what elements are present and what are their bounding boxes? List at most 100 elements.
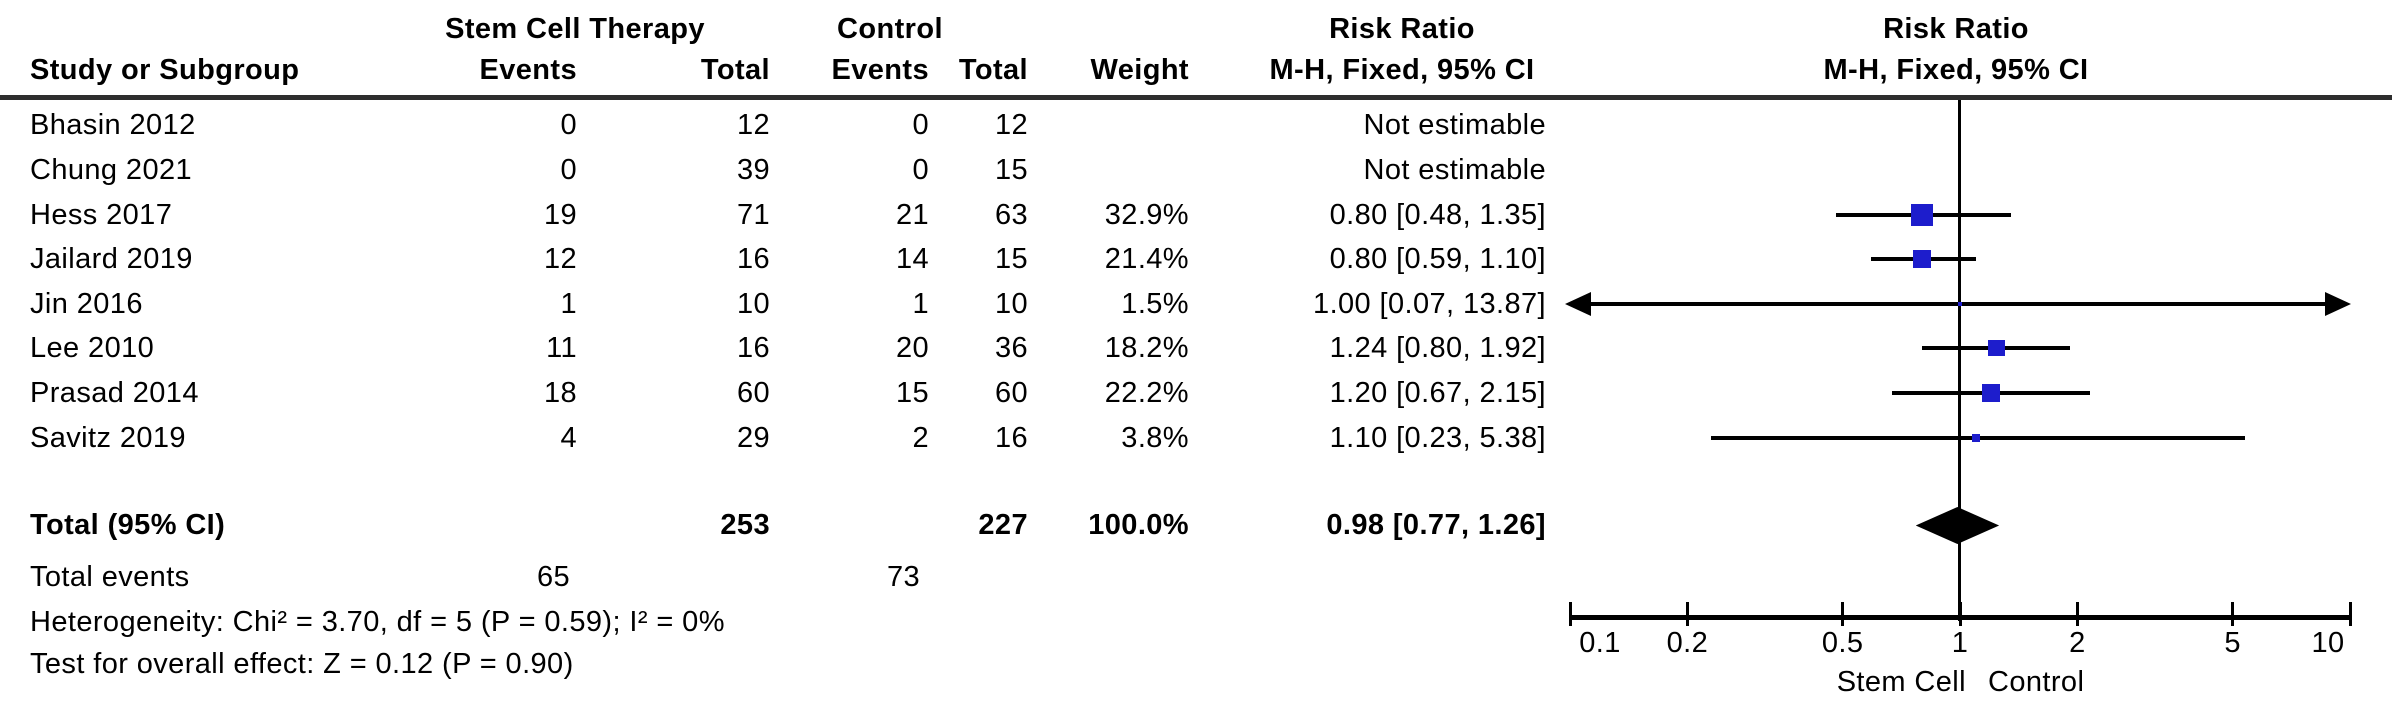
events-sct: 1 [560, 288, 577, 320]
events-control: 20 [895, 332, 929, 364]
total-control: 36 [994, 332, 1028, 364]
weight-value: 32.9% [1104, 199, 1189, 231]
total-control: 10 [994, 288, 1028, 320]
ci-arrow-right [2325, 292, 2351, 316]
axis-tick [1568, 602, 1572, 626]
study-name: Prasad 2014 [30, 377, 199, 409]
events-control: 0 [912, 154, 929, 186]
method-plot-header: M-H, Fixed, 95% CI [1823, 54, 2089, 86]
study-name: Savitz 2019 [30, 422, 186, 454]
header-rule [0, 95, 2392, 100]
events-sct: 12 [543, 243, 577, 275]
weight-value: 22.2% [1104, 377, 1189, 409]
study-name: Jin 2016 [30, 288, 143, 320]
events-sct: 0 [560, 109, 577, 141]
weight-value: 3.8% [1121, 422, 1189, 454]
study-name: Chung 2021 [30, 154, 193, 186]
risk-ratio-value: 0.80 [0.59, 1.10] [1329, 243, 1546, 275]
events1-col-header: Events [479, 54, 577, 86]
axis-tick-label: 2 [2069, 627, 2086, 659]
effect-square [1911, 204, 1934, 226]
weight-value: 21.4% [1104, 243, 1189, 275]
risk-ratio-value: Not estimable [1363, 109, 1546, 141]
events-control: 1 [912, 288, 929, 320]
total-sct: 16 [736, 332, 770, 364]
risk-ratio-value: 1.20 [0.67, 2.15] [1329, 377, 1546, 409]
axis-tick [1841, 602, 1845, 626]
risk-ratio-plot-header: Risk Ratio [1883, 13, 2029, 45]
total1-col-header: Total [700, 54, 770, 86]
effect-square [1913, 250, 1932, 268]
total2-col-header: Total [958, 54, 1028, 86]
total-row-rr: 0.98 [0.77, 1.26] [1326, 509, 1546, 541]
effect-square [1957, 301, 1963, 307]
events-sct: 18 [543, 377, 577, 409]
total-sct: 12 [736, 109, 770, 141]
events-sct: 4 [560, 422, 577, 454]
effect-square [1988, 339, 2005, 357]
events-control: 21 [895, 199, 929, 231]
total-row-weight: 100.0% [1088, 509, 1189, 541]
group1-header: Stem Cell Therapy [445, 13, 705, 45]
axis-tick-label: 10 [2311, 627, 2345, 659]
overall-effect-text: Test for overall effect: Z = 0.12 (P = 0… [30, 648, 574, 680]
total-sct: 10 [736, 288, 770, 320]
total-sct: 71 [736, 199, 770, 231]
axis-tick [1958, 602, 1962, 626]
study-name: Lee 2010 [30, 332, 155, 364]
total-row-total2: 227 [978, 509, 1028, 541]
study-name: Bhasin 2012 [30, 109, 196, 141]
total-control: 12 [994, 109, 1028, 141]
reference-line [1958, 100, 1961, 621]
total-events-tx: 65 [536, 561, 570, 593]
effect-square [1981, 383, 2000, 403]
risk-ratio-value: 1.10 [0.23, 5.38] [1329, 422, 1546, 454]
axis-tick-label: 0.5 [1821, 627, 1864, 659]
total-sct: 16 [736, 243, 770, 275]
total-sct: 29 [736, 422, 770, 454]
events-control: 0 [912, 109, 929, 141]
total-row-total1: 253 [720, 509, 770, 541]
weight-value: 18.2% [1104, 332, 1189, 364]
total-sct: 60 [736, 377, 770, 409]
axis-tick-label: 1 [1951, 627, 1969, 659]
events-sct: 19 [543, 199, 577, 231]
effect-square [1972, 434, 1980, 442]
axis-label-left: Stem Cell [1836, 666, 1966, 698]
total-diamond [1915, 507, 2000, 544]
events-control: 2 [912, 422, 929, 454]
study-name: Hess 2017 [30, 199, 173, 231]
events-control: 14 [895, 243, 929, 275]
axis-tick [2231, 602, 2235, 626]
axis-tick-label: 0.2 [1666, 627, 1709, 659]
heterogeneity-text: Heterogeneity: Chi² = 3.70, df = 5 (P = … [30, 606, 725, 638]
study-col-header: Study or Subgroup [30, 54, 300, 86]
axis-tick [1685, 602, 1689, 626]
risk-ratio-text-header: Risk Ratio [1329, 13, 1475, 45]
method-text-header: M-H, Fixed, 95% CI [1269, 54, 1535, 86]
weight-col-header: Weight [1090, 54, 1189, 86]
group2-header: Control [837, 13, 943, 45]
risk-ratio-value: 0.80 [0.48, 1.35] [1329, 199, 1546, 231]
total-control: 15 [994, 154, 1028, 186]
total-sct: 39 [736, 154, 770, 186]
events2-col-header: Events [831, 54, 929, 86]
risk-ratio-value: 1.24 [0.80, 1.92] [1329, 332, 1546, 364]
axis-label-right: Control [1988, 666, 2085, 698]
risk-ratio-value: 1.00 [0.07, 13.87] [1313, 288, 1546, 320]
total-events-control: 73 [886, 561, 920, 593]
total-control: 15 [994, 243, 1028, 275]
events-sct: 0 [560, 154, 577, 186]
total-row-label: Total (95% CI) [30, 509, 226, 541]
axis-tick-label: 5 [2224, 627, 2241, 659]
axis-tick [2348, 602, 2352, 626]
total-control: 60 [994, 377, 1028, 409]
weight-value: 1.5% [1121, 288, 1189, 320]
ci-arrow-left [1565, 292, 1591, 316]
events-sct: 11 [546, 332, 577, 364]
risk-ratio-value: Not estimable [1363, 154, 1546, 186]
axis-tick-label: 0.1 [1579, 627, 1621, 659]
axis-tick [2075, 602, 2079, 626]
total-control: 16 [994, 422, 1028, 454]
